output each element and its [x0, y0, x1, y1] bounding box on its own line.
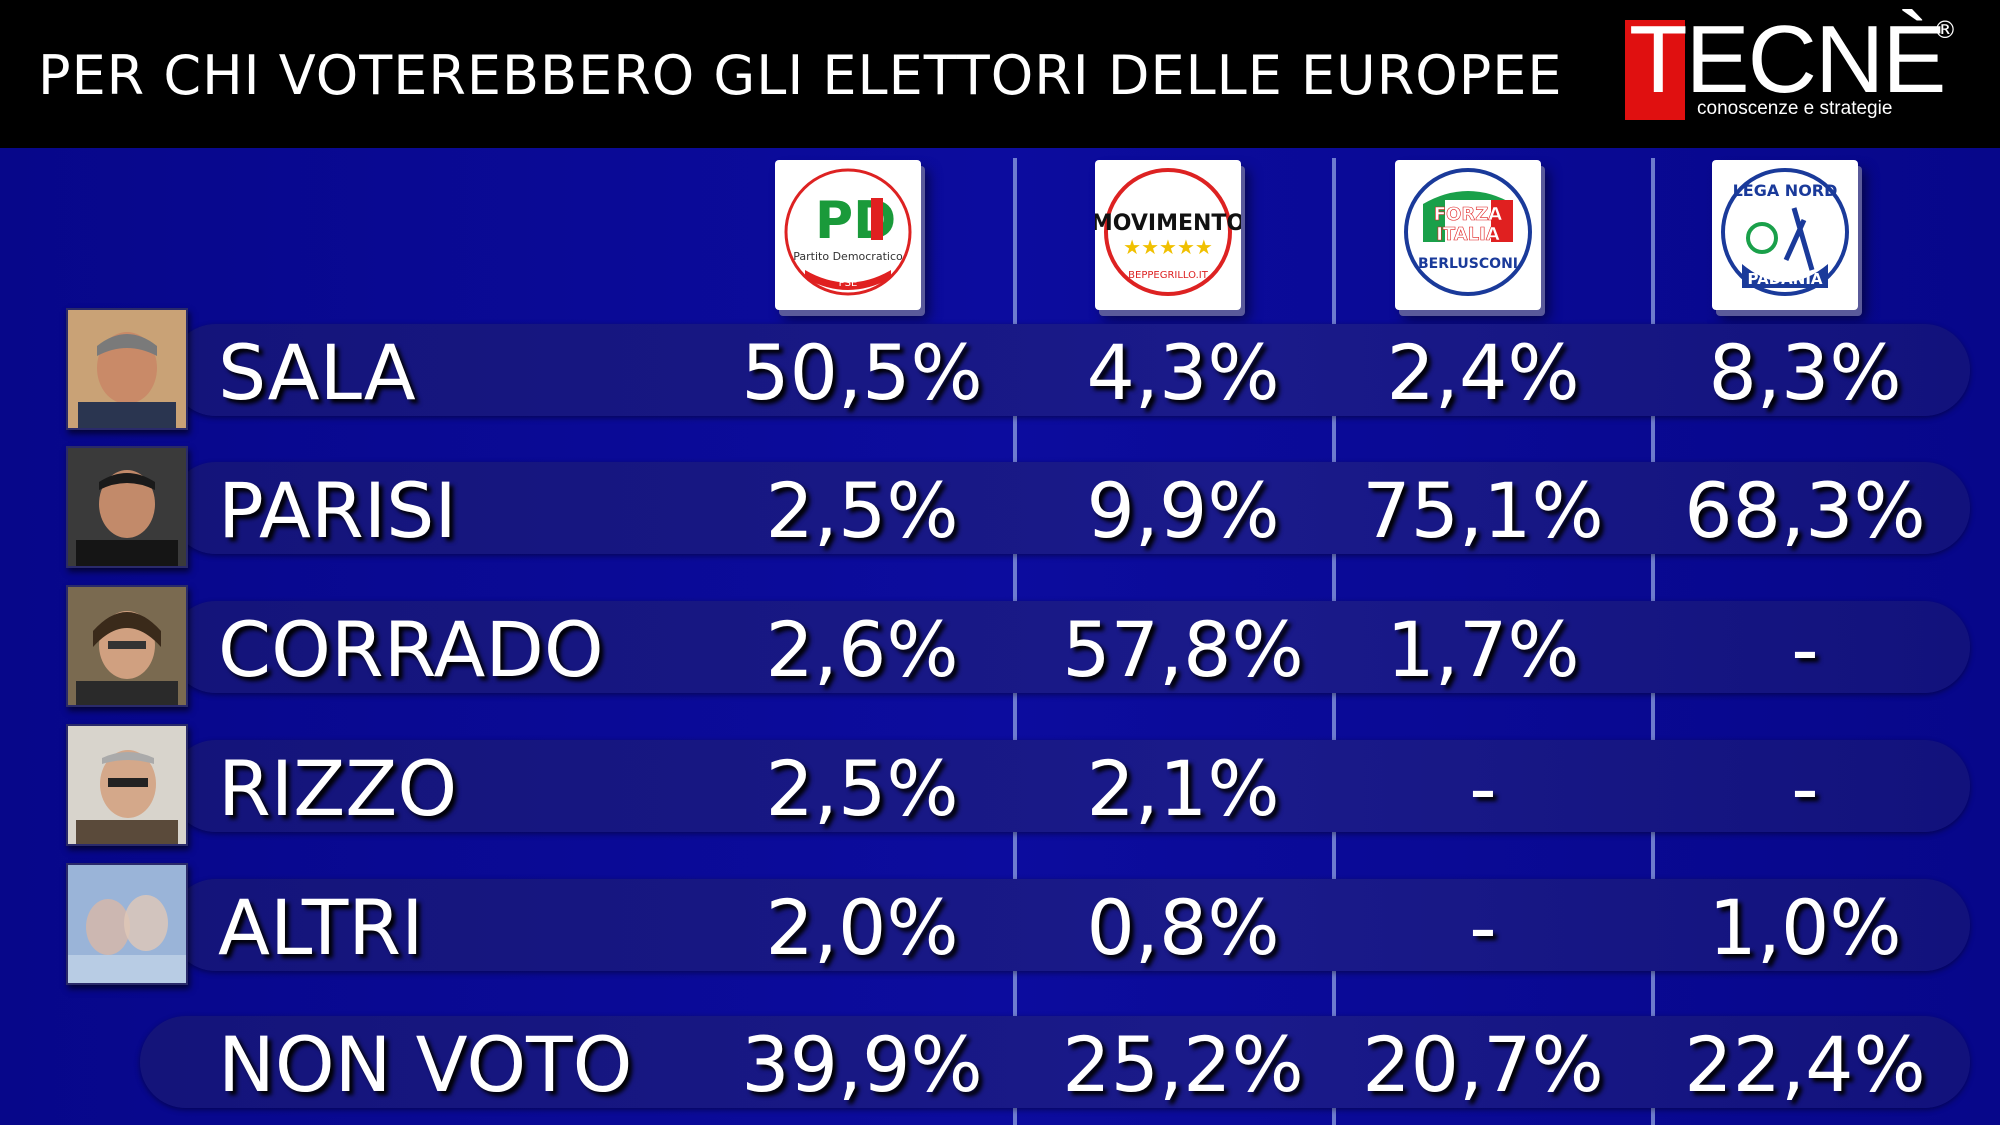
candidate-photo: [66, 308, 188, 430]
table-row: RIZZO 2,5% 2,1% - -: [0, 724, 2000, 846]
lega-logo-top: LEGA NORD: [1733, 181, 1838, 200]
row-band: [170, 601, 1970, 693]
logo-wordmark: TECNÈ: [1629, 6, 1946, 113]
header-bar: PER CHI VOTEREBBERO GLI ELETTORI DELLE E…: [0, 0, 2000, 148]
value-cell: -: [1791, 744, 1819, 833]
row-band: [170, 462, 1970, 554]
value-cell: 8,3%: [1708, 328, 1902, 417]
value-cell: 2,4%: [1386, 328, 1580, 417]
value-cell: 75,1%: [1362, 466, 1604, 555]
lega-nord-logo: LEGA NORD PADANIA: [1712, 160, 1858, 310]
pd-logo-pse: PSE: [839, 278, 858, 289]
table-row: PARISI 2,5% 9,9% 75,1% 68,3%: [0, 446, 2000, 568]
value-cell: 1,7%: [1386, 605, 1580, 694]
value-cell: 20,7%: [1362, 1020, 1604, 1109]
lega-logo-bottom: PADANIA: [1747, 270, 1822, 288]
candidate-name: SALA: [218, 328, 416, 417]
page-title: PER CHI VOTEREBBERO GLI ELETTORI DELLE E…: [38, 44, 1563, 107]
value-cell: 39,9%: [741, 1020, 983, 1109]
value-cell: 25,2%: [1062, 1020, 1304, 1109]
table-row: NON VOTO 39,9% 25,2% 20,7% 22,4%: [0, 1010, 2000, 1110]
table-row: SALA 50,5% 4,3% 2,4% 8,3%: [0, 308, 2000, 430]
value-cell: 4,3%: [1086, 328, 1280, 417]
m5s-logo-text: MOVIMENTO: [1095, 211, 1241, 236]
m5s-logo-site: BEPPEGRILLO.IT: [1128, 270, 1209, 281]
candidate-photo: [66, 724, 188, 846]
logo-red-box: [1625, 20, 1685, 120]
registered-mark: ®: [1933, 16, 1957, 44]
logo-tagline: conoscenze e strategie: [1697, 98, 1893, 119]
value-cell: -: [1469, 883, 1497, 972]
table-row: ALTRI 2,0% 0,8% - 1,0%: [0, 863, 2000, 985]
row-band: [140, 1016, 1970, 1108]
value-cell: 22,4%: [1684, 1020, 1926, 1109]
candidate-name: NON VOTO: [218, 1020, 633, 1109]
fi-logo-line2: ITALIA: [1436, 224, 1500, 245]
row-band: [170, 879, 1970, 971]
value-cell: 2,5%: [765, 466, 959, 555]
row-band: [170, 324, 1970, 416]
fi-logo-line3: BERLUSCONI: [1418, 256, 1518, 272]
value-cell: 2,5%: [765, 744, 959, 833]
value-cell: -: [1469, 744, 1497, 833]
value-cell: 1,0%: [1708, 883, 1902, 972]
tecne-logo: TECNÈ ® conoscenze e strategie: [1625, 12, 1957, 123]
pd-logo-p: PD: [815, 191, 896, 251]
candidate-name: PARISI: [218, 466, 457, 555]
value-cell: 2,0%: [765, 883, 959, 972]
candidate-name: CORRADO: [218, 605, 604, 694]
value-cell: 2,1%: [1086, 744, 1280, 833]
fi-logo-line1: FORZA: [1434, 204, 1503, 225]
candidate-name: RIZZO: [218, 744, 458, 833]
svg-text:★★★★★: ★★★★★: [1123, 235, 1213, 259]
candidate-photo: [66, 863, 188, 985]
value-cell: 9,9%: [1086, 466, 1280, 555]
candidate-photo: [66, 585, 188, 707]
value-cell: 68,3%: [1684, 466, 1926, 555]
value-cell: -: [1791, 605, 1819, 694]
pd-logo-name: Partito Democratico: [793, 250, 903, 263]
candidate-photo: [66, 446, 188, 568]
table-row: CORRADO 2,6% 57,8% 1,7% -: [0, 585, 2000, 707]
m5s-logo: MOVIMENTO ★★★★★ BEPPEGRILLO.IT: [1095, 160, 1241, 310]
value-cell: 2,6%: [765, 605, 959, 694]
forza-italia-logo: FORZA ITALIA BERLUSCONI: [1395, 160, 1541, 310]
value-cell: 0,8%: [1086, 883, 1280, 972]
candidate-name: ALTRI: [218, 883, 424, 972]
pd-logo: PD Partito Democratico PSE: [775, 160, 921, 310]
value-cell: 57,8%: [1062, 605, 1304, 694]
value-cell: 50,5%: [741, 328, 983, 417]
row-band: [170, 740, 1970, 832]
results-table: PD Partito Democratico PSE MOVIMENTO ★★★…: [0, 148, 2000, 1125]
